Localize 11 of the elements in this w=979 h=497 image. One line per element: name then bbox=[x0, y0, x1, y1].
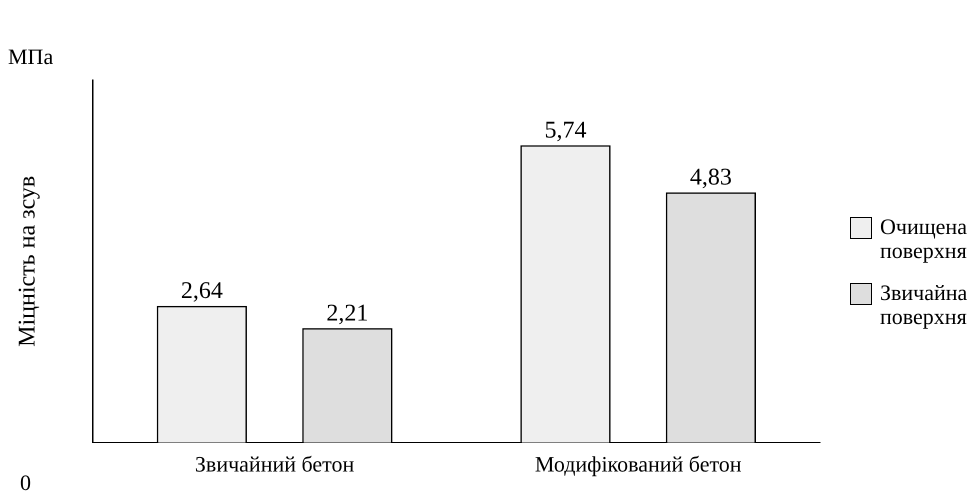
text: МПа bbox=[8, 44, 54, 70]
y-axis-title: Міцність на зсув bbox=[14, 176, 41, 347]
x-tick-label: Модифікований бетон bbox=[534, 452, 742, 477]
data-label: 2,21 bbox=[326, 300, 368, 326]
text: 0 bbox=[20, 470, 31, 496]
data-label: 2,64 bbox=[180, 278, 223, 304]
x-tick-label: Звичайний бетон bbox=[194, 452, 355, 477]
data-label: 4,83 bbox=[690, 164, 732, 191]
text: Очищена поверхня bbox=[880, 214, 968, 263]
data-label: 5,74 bbox=[544, 118, 586, 144]
legend-label: Звичайна поверхня bbox=[880, 280, 968, 329]
